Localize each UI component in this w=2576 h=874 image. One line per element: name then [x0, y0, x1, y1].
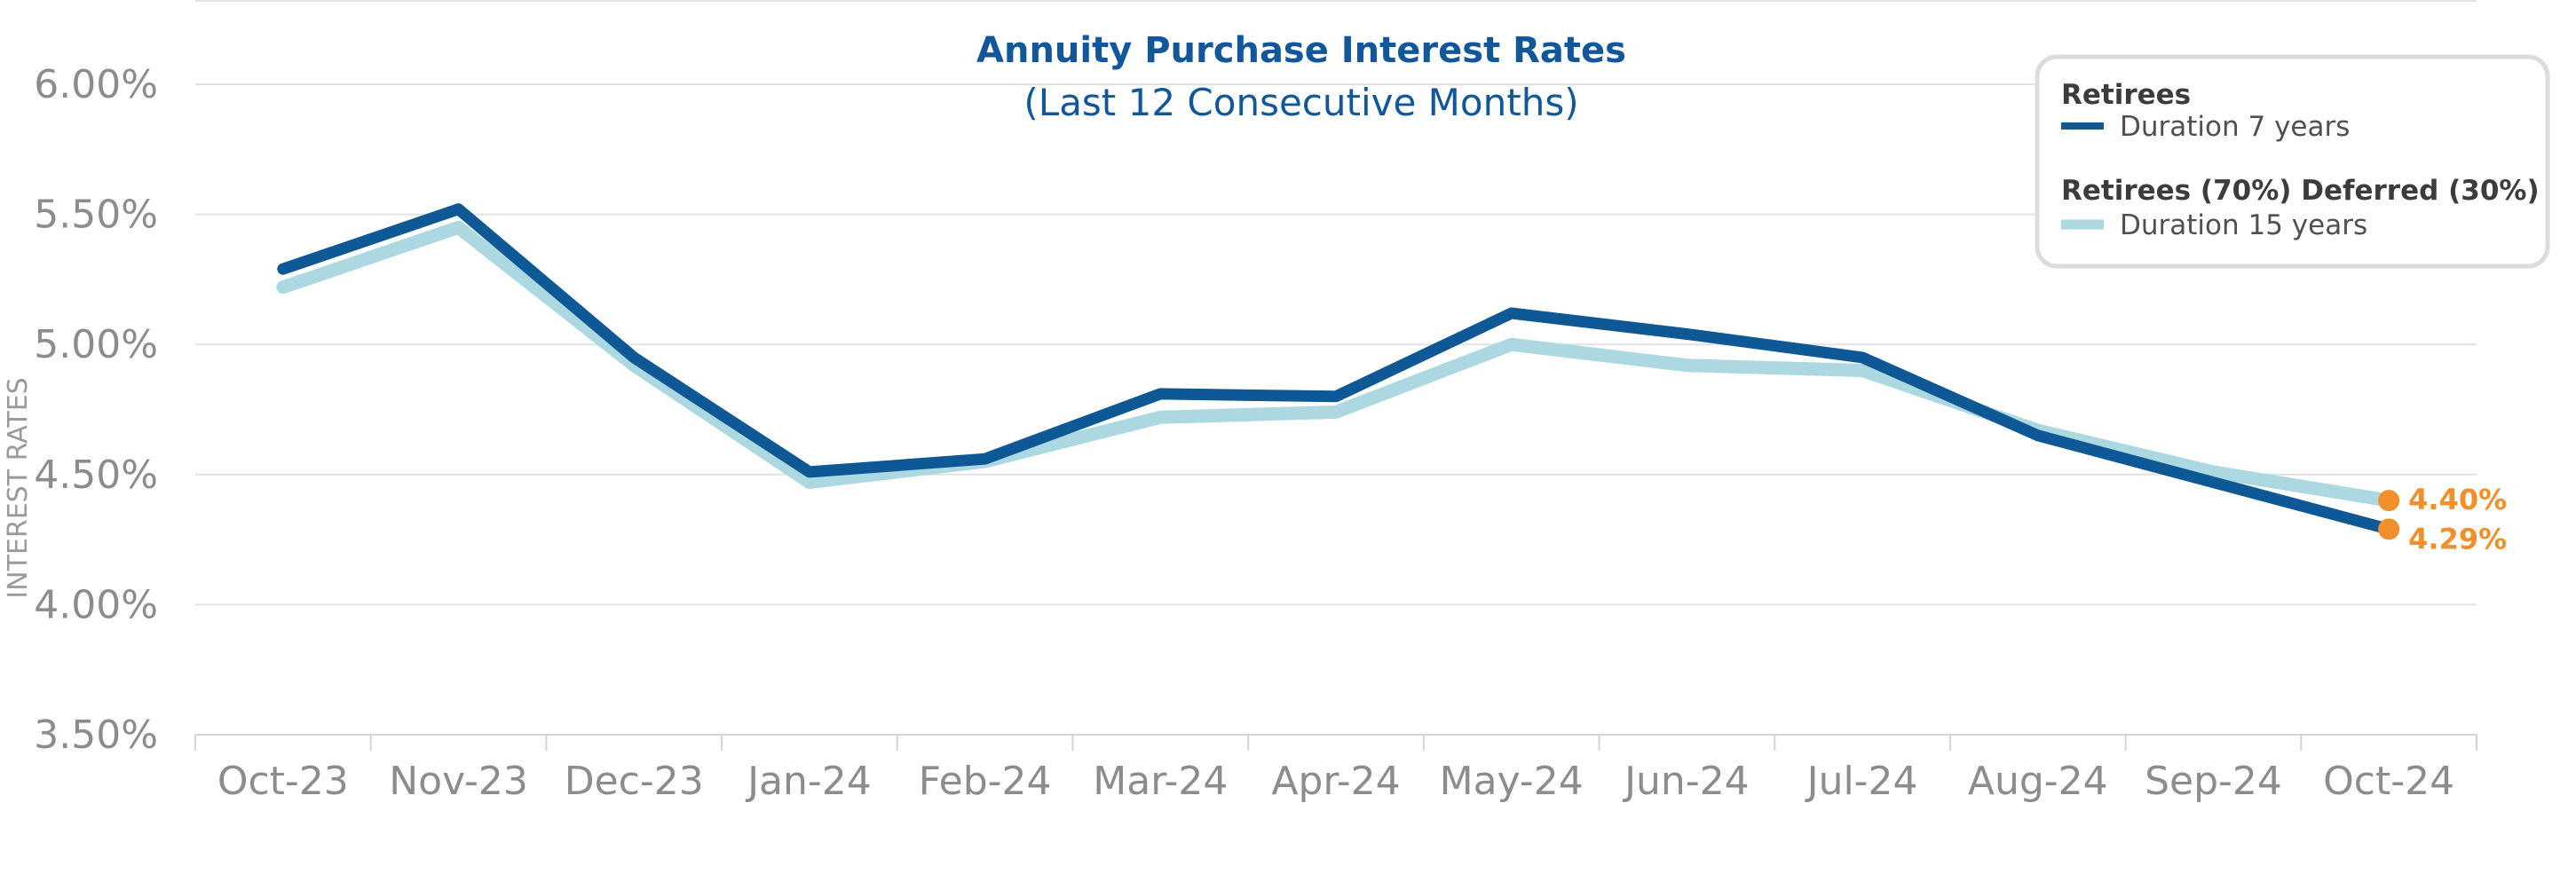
end-marker-duration-15 — [2378, 490, 2400, 512]
legend: Retirees Duration 7 years Retirees (70%)… — [2035, 54, 2550, 269]
legend-group-2-title: Retirees (70%) Deferred (30%) — [2061, 175, 2540, 207]
x-tick-label: Oct-23 — [217, 759, 349, 804]
legend-item-duration-7: Duration 7 years — [2120, 111, 2350, 143]
x-tick-label: Mar-24 — [1093, 759, 1228, 804]
x-tick-label: May-24 — [1440, 759, 1584, 804]
chart-subtitle: (Last 12 Consecutive Months) — [1023, 81, 1578, 124]
x-tick-label: Aug-24 — [1968, 759, 2108, 804]
x-tick-label: Feb-24 — [919, 759, 1052, 804]
end-markers: 4.29% 4.40% — [2378, 483, 2507, 555]
y-tick-label: 4.50% — [34, 453, 158, 498]
x-tick-label: Dec-23 — [565, 759, 704, 804]
y-tick-label: 5.00% — [34, 322, 158, 367]
x-tick-label: Apr-24 — [1271, 759, 1400, 804]
legend-box — [2035, 54, 2550, 269]
axes: 3.50% 4.00% 4.50% 5.00% 5.50% 6.00% Oct-23 Nov-… — [34, 62, 2477, 804]
x-tick-label: Nov-23 — [389, 759, 528, 804]
x-tick-label: Jul-24 — [1805, 759, 1918, 804]
y-tick-label: 3.50% — [34, 713, 158, 758]
y-tick-label: 6.00% — [34, 62, 158, 107]
series-layer — [276, 203, 2396, 535]
legend-group-1-title: Retirees — [2061, 79, 2191, 111]
legend-item-duration-15: Duration 15 years — [2120, 209, 2367, 241]
y-axis-label: INTEREST RATES — [3, 377, 34, 598]
x-tick-label: Jun-24 — [1622, 759, 1750, 804]
x-tick-label: Jan-24 — [745, 759, 872, 804]
x-tick-label: Sep-24 — [2145, 759, 2282, 804]
end-marker-duration-7 — [2378, 518, 2400, 540]
y-tick-label: 5.50% — [34, 193, 158, 238]
chart-title: Annuity Purchase Interest Rates — [976, 30, 1626, 71]
end-value-label: 4.29% — [2408, 522, 2507, 555]
end-value-label: 4.40% — [2408, 483, 2507, 516]
y-tick-label: 4.00% — [34, 582, 158, 627]
x-tick-label: Oct-24 — [2323, 759, 2454, 804]
gridlines — [195, 0, 2477, 606]
series-line-duration-7 — [277, 203, 2395, 535]
